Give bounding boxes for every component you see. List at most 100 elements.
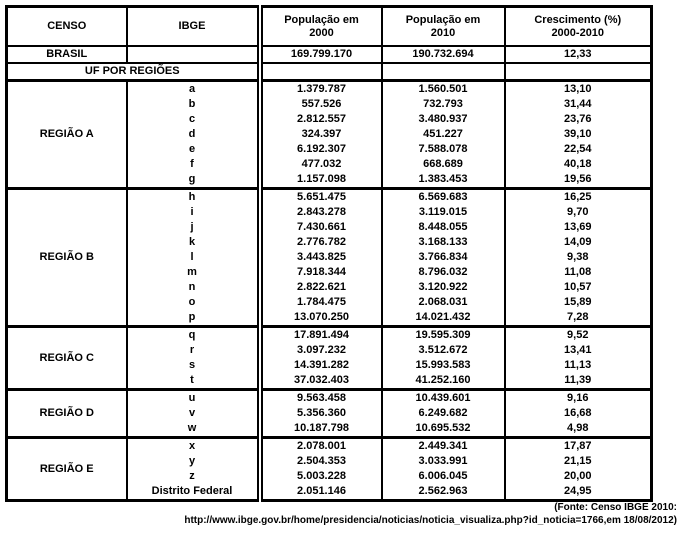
table-row: m 7.918.344 8.796.032 11,08 xyxy=(7,265,653,280)
cell-pop-2010: 190.732.694 xyxy=(380,46,506,63)
cell-pop-2000: 5.003.228 xyxy=(256,469,383,484)
cell-pop-2000: 3.097.232 xyxy=(256,343,383,358)
cell-uf: a xyxy=(125,80,261,97)
cell-uf: b xyxy=(125,97,261,112)
table-row: y 2.504.353 3.033.991 21,15 xyxy=(7,454,653,469)
cell-pop-2010: 7.588.078 xyxy=(380,142,506,157)
column-header-1: CENSO xyxy=(5,6,128,46)
cell-pop-2000: 7.430.661 xyxy=(256,220,383,235)
cell-growth: 22,54 xyxy=(503,142,653,157)
cell-pop-2010: 19.595.309 xyxy=(380,326,506,343)
cell-growth: 20,00 xyxy=(503,469,653,484)
cell-pop-2010: 3.168.133 xyxy=(380,235,506,250)
cell-growth: 17,87 xyxy=(503,437,653,454)
table-row: v 5.356.360 6.249.682 16,68 xyxy=(7,406,653,421)
cell-growth: 10,57 xyxy=(503,280,653,295)
cell-growth: 11,08 xyxy=(503,265,653,280)
cell-uf: h xyxy=(125,188,261,205)
cell-uf: z xyxy=(125,469,261,484)
cell-pop-2000: 2.812.557 xyxy=(256,112,383,127)
cell-uf: i xyxy=(125,205,261,220)
cell-pop-2000: 7.918.344 xyxy=(256,265,383,280)
table-row: l 3.443.825 3.766.834 9,38 xyxy=(7,250,653,265)
cell-uf: u xyxy=(125,389,261,406)
cell-uf: Distrito Federal xyxy=(125,484,261,501)
table-row: i 2.843.278 3.119.015 9,70 xyxy=(7,205,653,220)
cell-pop-2010: 3.120.922 xyxy=(380,280,506,295)
cell-pop-2000: 14.391.282 xyxy=(256,358,383,373)
cell-growth: 9,16 xyxy=(503,389,653,406)
cell-pop-2010: 3.033.991 xyxy=(380,454,506,469)
table-header: CENSO IBGE População em 2000 População em 201… xyxy=(5,6,653,46)
table-row: f 477.032 668.689 40,18 xyxy=(7,157,653,172)
brasil-ibge-empty-cell xyxy=(125,46,261,63)
empty-cell xyxy=(503,63,653,81)
cell-growth: 23,76 xyxy=(503,112,653,127)
cell-pop-2000: 2.822.621 xyxy=(256,280,383,295)
cell-uf: f xyxy=(125,157,261,172)
cell-uf: r xyxy=(125,343,261,358)
table-row-uf-por-regioes: UF POR REGIÕES xyxy=(5,63,653,81)
cell-pop-2010: 8.796.032 xyxy=(380,265,506,280)
cell-uf: q xyxy=(125,326,261,343)
cell-pop-2000: 324.397 xyxy=(256,127,383,142)
table-row: n 2.822.621 3.120.922 10,57 xyxy=(7,280,653,295)
cell-growth: 13,69 xyxy=(503,220,653,235)
table-row: r 3.097.232 3.512.672 13,41 xyxy=(7,343,653,358)
cell-growth: 9,38 xyxy=(503,250,653,265)
region-label: REGIÃO B xyxy=(5,188,128,327)
cell-growth: 14,09 xyxy=(503,235,653,250)
cell-pop-2010: 6.006.045 xyxy=(380,469,506,484)
cell-pop-2000: 557.526 xyxy=(256,97,383,112)
source-note-line1: (Fonte: Censo IBGE 2010: xyxy=(554,502,677,513)
cell-pop-2010: 6.569.683 xyxy=(380,188,506,205)
cell-uf: l xyxy=(125,250,261,265)
column-header-5: Crescimento (%) 2000-2010 xyxy=(503,6,653,46)
uf-section-label: UF POR REGIÕES xyxy=(5,63,261,81)
table-row: p 13.070.250 14.021.432 7,28 xyxy=(7,310,653,327)
cell-pop-2010: 3.480.937 xyxy=(380,112,506,127)
cell-uf: y xyxy=(125,454,261,469)
cell-pop-2010: 2.562.963 xyxy=(380,484,506,501)
cell-pop-2010: 1.560.501 xyxy=(380,80,506,97)
cell-growth: 15,89 xyxy=(503,295,653,310)
table-row: b 557.526 732.793 31,44 xyxy=(7,97,653,112)
cell-pop-2010: 3.766.834 xyxy=(380,250,506,265)
table-row: g 1.157.098 1.383.453 19,56 xyxy=(7,172,653,189)
cell-pop-2000: 1.784.475 xyxy=(256,295,383,310)
cell-uf: n xyxy=(125,280,261,295)
table-row: j 7.430.661 8.448.055 13,69 xyxy=(7,220,653,235)
cell-uf: o xyxy=(125,295,261,310)
census-table: CENSO IBGE População em 2000 População em 201… xyxy=(5,5,653,502)
cell-growth: 39,10 xyxy=(503,127,653,142)
table-row: t 37.032.403 41.252.160 11,39 xyxy=(7,373,653,390)
cell-pop-2000: 2.843.278 xyxy=(256,205,383,220)
empty-cell xyxy=(256,63,383,81)
cell-uf: s xyxy=(125,358,261,373)
cell-pop-2010: 10.695.532 xyxy=(380,421,506,438)
cell-growth: 21,15 xyxy=(503,454,653,469)
cell-pop-2000: 3.443.825 xyxy=(256,250,383,265)
region-label: REGIÃO A xyxy=(5,80,128,189)
table-row: d 324.397 451.227 39,10 xyxy=(7,127,653,142)
cell-pop-2000: 2.776.782 xyxy=(256,235,383,250)
cell-pop-2000: 477.032 xyxy=(256,157,383,172)
cell-pop-2000: 10.187.798 xyxy=(256,421,383,438)
cell-pop-2010: 10.439.601 xyxy=(380,389,506,406)
cell-pop-2010: 15.993.583 xyxy=(380,358,506,373)
cell-pop-2000: 9.563.458 xyxy=(256,389,383,406)
cell-uf: p xyxy=(125,310,261,327)
cell-pop-2010: 41.252.160 xyxy=(380,373,506,390)
cell-growth: 24,95 xyxy=(503,484,653,501)
empty-cell xyxy=(380,63,506,81)
table-row: Distrito Federal 2.051.146 2.562.963 24,95 xyxy=(7,484,653,501)
summary-rows: BRASIL 169.799.170 190.732.694 12,33 UF … xyxy=(5,46,653,81)
cell-growth: 13,41 xyxy=(503,343,653,358)
cell-growth: 16,68 xyxy=(503,406,653,421)
